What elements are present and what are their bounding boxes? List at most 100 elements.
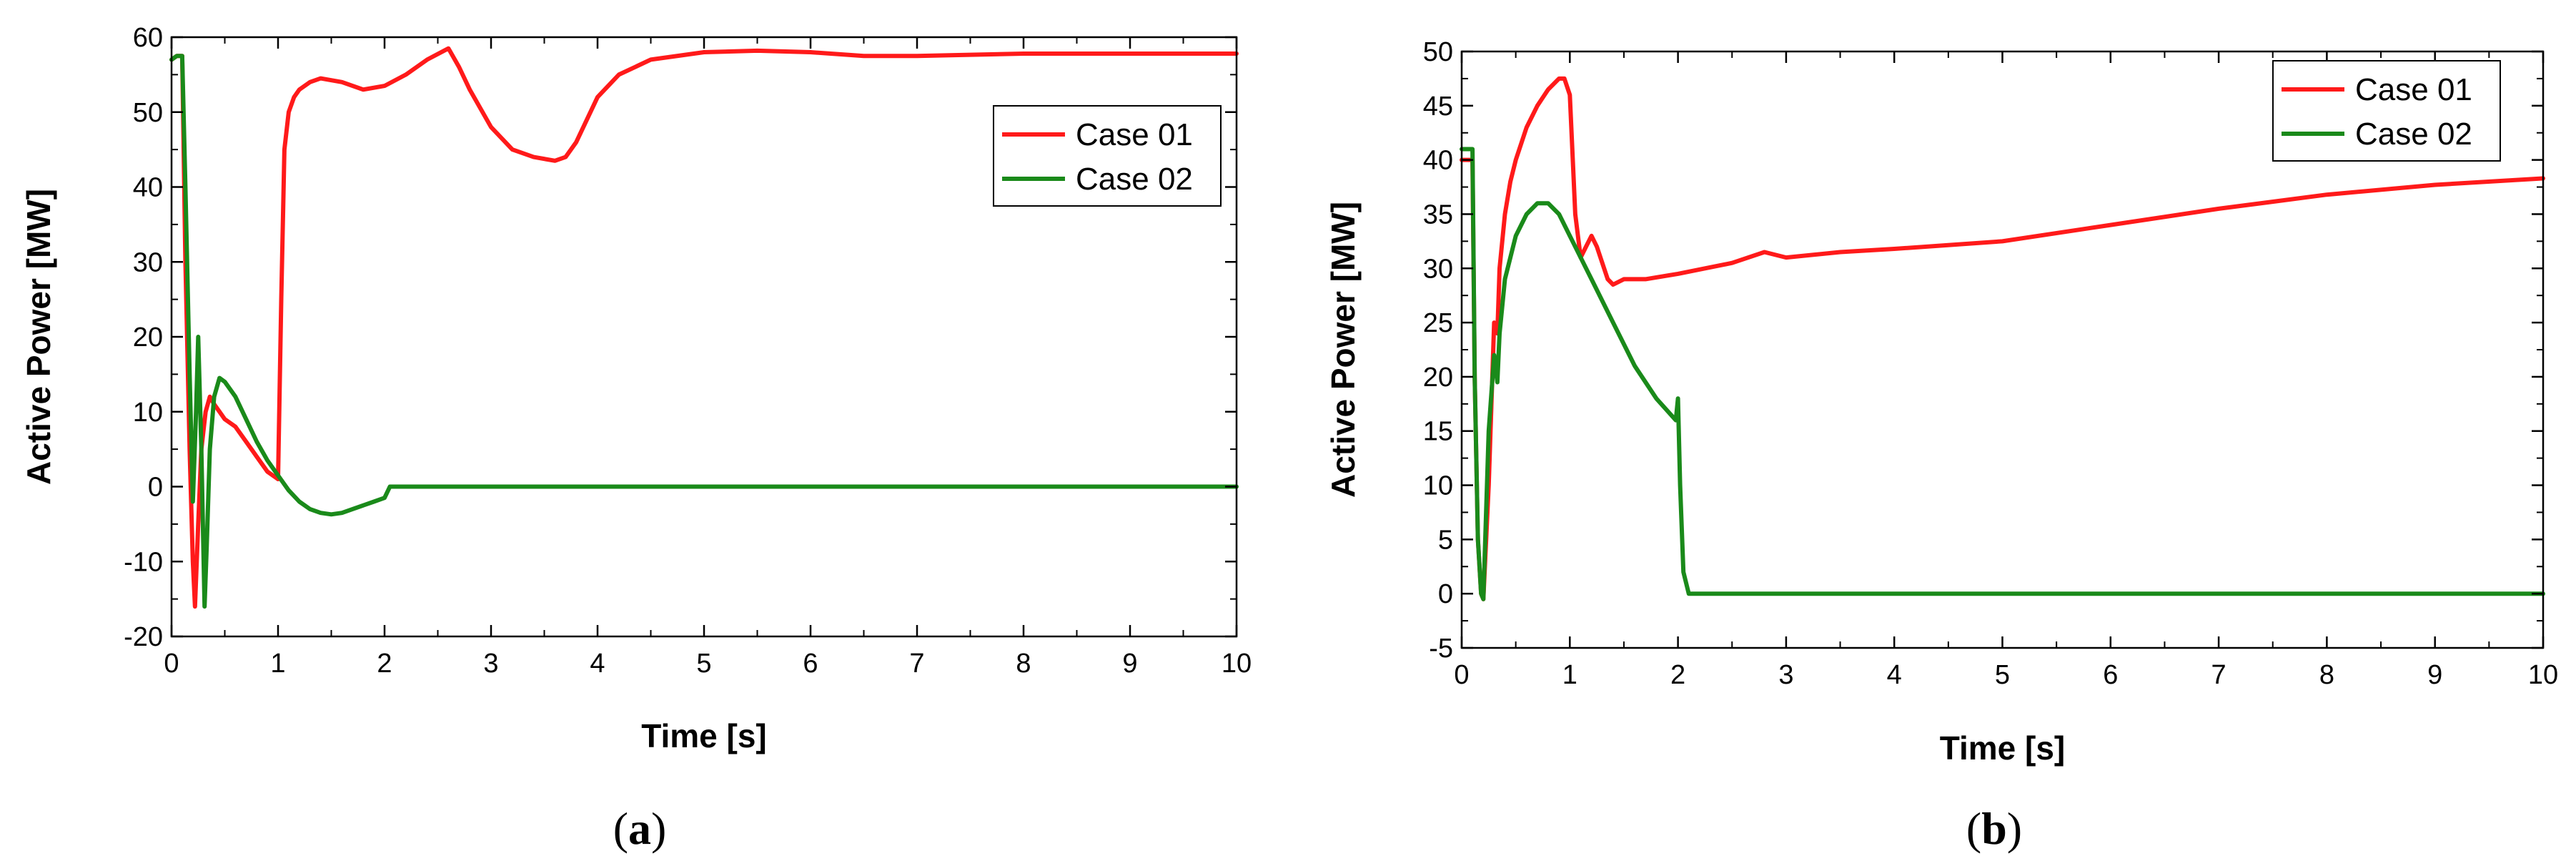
x-tick-label-a: 3 bbox=[483, 649, 498, 679]
data-point-case-01-a bbox=[702, 50, 706, 54]
data-point-case-01-a bbox=[564, 155, 568, 159]
data-point-case-02-a bbox=[244, 418, 248, 421]
data-point-case-01-b bbox=[1676, 272, 1680, 276]
data-point-case-02-a bbox=[199, 447, 203, 451]
data-point-case-02-a bbox=[319, 511, 322, 515]
data-point-case-01-a bbox=[287, 110, 291, 114]
x-axis-title-b: Time [s] bbox=[1940, 729, 2066, 767]
x-tick-label-a: 6 bbox=[803, 649, 818, 679]
data-point-case-02-b bbox=[1557, 212, 1561, 216]
data-point-case-01-a bbox=[1021, 51, 1026, 56]
x-tick-label-b: 6 bbox=[2103, 660, 2118, 690]
y-tick-label-b: 15 bbox=[1423, 417, 1453, 447]
data-point-case-01-a bbox=[575, 140, 578, 144]
data-point-case-02-b bbox=[1487, 429, 1491, 433]
data-point-case-02-b bbox=[2433, 591, 2437, 596]
y-axis-title-a: Active Power [MW] bbox=[20, 189, 57, 485]
data-point-case-02-b bbox=[1546, 202, 1550, 205]
data-point-case-02-b bbox=[1568, 234, 1572, 237]
data-point-case-01-a bbox=[208, 395, 212, 398]
data-point-case-01-b bbox=[1568, 93, 1572, 97]
panel-letter-b: b bbox=[1981, 803, 2007, 854]
x-tick-label-b: 9 bbox=[2427, 660, 2442, 690]
data-point-case-02-a bbox=[208, 447, 212, 451]
data-point-case-01-a bbox=[595, 95, 600, 99]
x-tick-label-a: 5 bbox=[696, 649, 711, 679]
data-point-case-01-a bbox=[297, 88, 301, 92]
data-point-case-02-b bbox=[1470, 147, 1475, 151]
data-point-case-01-b bbox=[1584, 245, 1588, 249]
legend-label-case-01-a: Case 01 bbox=[1076, 117, 1193, 152]
series-line-case-02-a bbox=[169, 54, 1239, 609]
data-point-case-02-a bbox=[234, 395, 237, 398]
data-point-case-02-b bbox=[1590, 277, 1593, 281]
data-point-case-01-b bbox=[1893, 247, 1896, 251]
x-tick-label-a: 4 bbox=[590, 649, 605, 679]
legend-a: Case 01 Case 02 bbox=[993, 105, 1222, 207]
x-tick-label-b: 8 bbox=[2319, 660, 2334, 690]
data-point-case-01-a bbox=[468, 88, 472, 92]
data-point-case-02-b bbox=[1495, 380, 1500, 384]
data-point-case-02-a bbox=[191, 500, 194, 503]
data-point-case-02-a bbox=[1021, 485, 1026, 488]
data-point-case-01-a bbox=[282, 147, 287, 152]
data-point-case-01-a bbox=[382, 84, 387, 88]
data-point-case-01-b bbox=[2109, 223, 2112, 227]
data-point-case-01-a bbox=[279, 297, 283, 301]
data-point-case-01-a bbox=[292, 95, 296, 99]
data-point-case-01-a bbox=[447, 46, 450, 50]
data-point-case-01-b bbox=[1573, 212, 1577, 216]
data-point-case-01-b bbox=[1525, 125, 1528, 129]
data-point-case-02-b bbox=[1611, 320, 1615, 325]
data-point-case-01-b bbox=[2216, 207, 2221, 211]
data-point-case-02-a bbox=[287, 488, 291, 492]
data-point-case-01-a bbox=[756, 49, 759, 53]
data-point-case-02-a bbox=[330, 513, 333, 516]
data-point-case-01-a bbox=[308, 80, 312, 84]
data-point-case-01-b bbox=[1622, 277, 1626, 281]
data-point-case-02-a bbox=[308, 507, 312, 511]
data-point-case-02-a bbox=[489, 485, 493, 488]
data-point-case-02-a bbox=[223, 380, 227, 384]
y-tick-label-b: 5 bbox=[1438, 525, 1453, 555]
data-point-case-02-b bbox=[1784, 591, 1788, 596]
data-point-case-01-b bbox=[1763, 250, 1766, 254]
legend-box-b bbox=[2272, 60, 2501, 162]
data-point-case-02-a bbox=[194, 410, 198, 413]
data-point-case-02-a bbox=[297, 500, 301, 503]
x-tick-label-a: 10 bbox=[1222, 649, 1252, 679]
y-tick-label-a: 50 bbox=[133, 98, 163, 128]
data-point-case-02-a bbox=[595, 485, 600, 488]
data-point-case-01-b bbox=[1838, 250, 1842, 254]
y-tick-label-a: -10 bbox=[124, 547, 163, 577]
data-point-case-01-a bbox=[862, 54, 866, 58]
data-point-case-02-a bbox=[212, 395, 216, 398]
data-point-case-01-a bbox=[1128, 51, 1132, 56]
panel-label-a: (a) bbox=[613, 803, 667, 854]
data-point-case-02-b bbox=[1525, 212, 1528, 216]
data-point-case-01-a bbox=[425, 58, 429, 61]
data-point-case-01-b bbox=[1557, 77, 1561, 81]
x-axis-title-a: Time [s] bbox=[641, 717, 767, 754]
y-tick-label-b: 30 bbox=[1423, 254, 1453, 284]
panel-label-b: (b) bbox=[1966, 803, 2022, 854]
data-point-case-01-b bbox=[2433, 183, 2437, 187]
data-point-case-01-b bbox=[1600, 261, 1604, 265]
x-tick-label-a: 8 bbox=[1016, 649, 1031, 679]
y-tick-label-a: 40 bbox=[133, 173, 163, 203]
data-point-case-01-b bbox=[1611, 282, 1615, 287]
data-point-case-01-b bbox=[1784, 255, 1788, 260]
data-point-case-01-b bbox=[1644, 277, 1648, 281]
x-tick-label-b: 1 bbox=[1562, 660, 1577, 690]
data-point-case-02-a bbox=[175, 54, 179, 58]
data-point-case-01-a bbox=[319, 77, 322, 80]
data-point-case-01-b bbox=[1595, 245, 1599, 249]
data-point-case-02-b bbox=[1674, 418, 1678, 422]
data-point-case-02-a bbox=[204, 545, 209, 548]
data-point-case-02-b bbox=[2325, 591, 2329, 596]
y-tick-label-a: 10 bbox=[133, 398, 163, 428]
x-tick-label-a: 2 bbox=[377, 649, 392, 679]
data-point-case-02-b bbox=[1465, 147, 1469, 151]
